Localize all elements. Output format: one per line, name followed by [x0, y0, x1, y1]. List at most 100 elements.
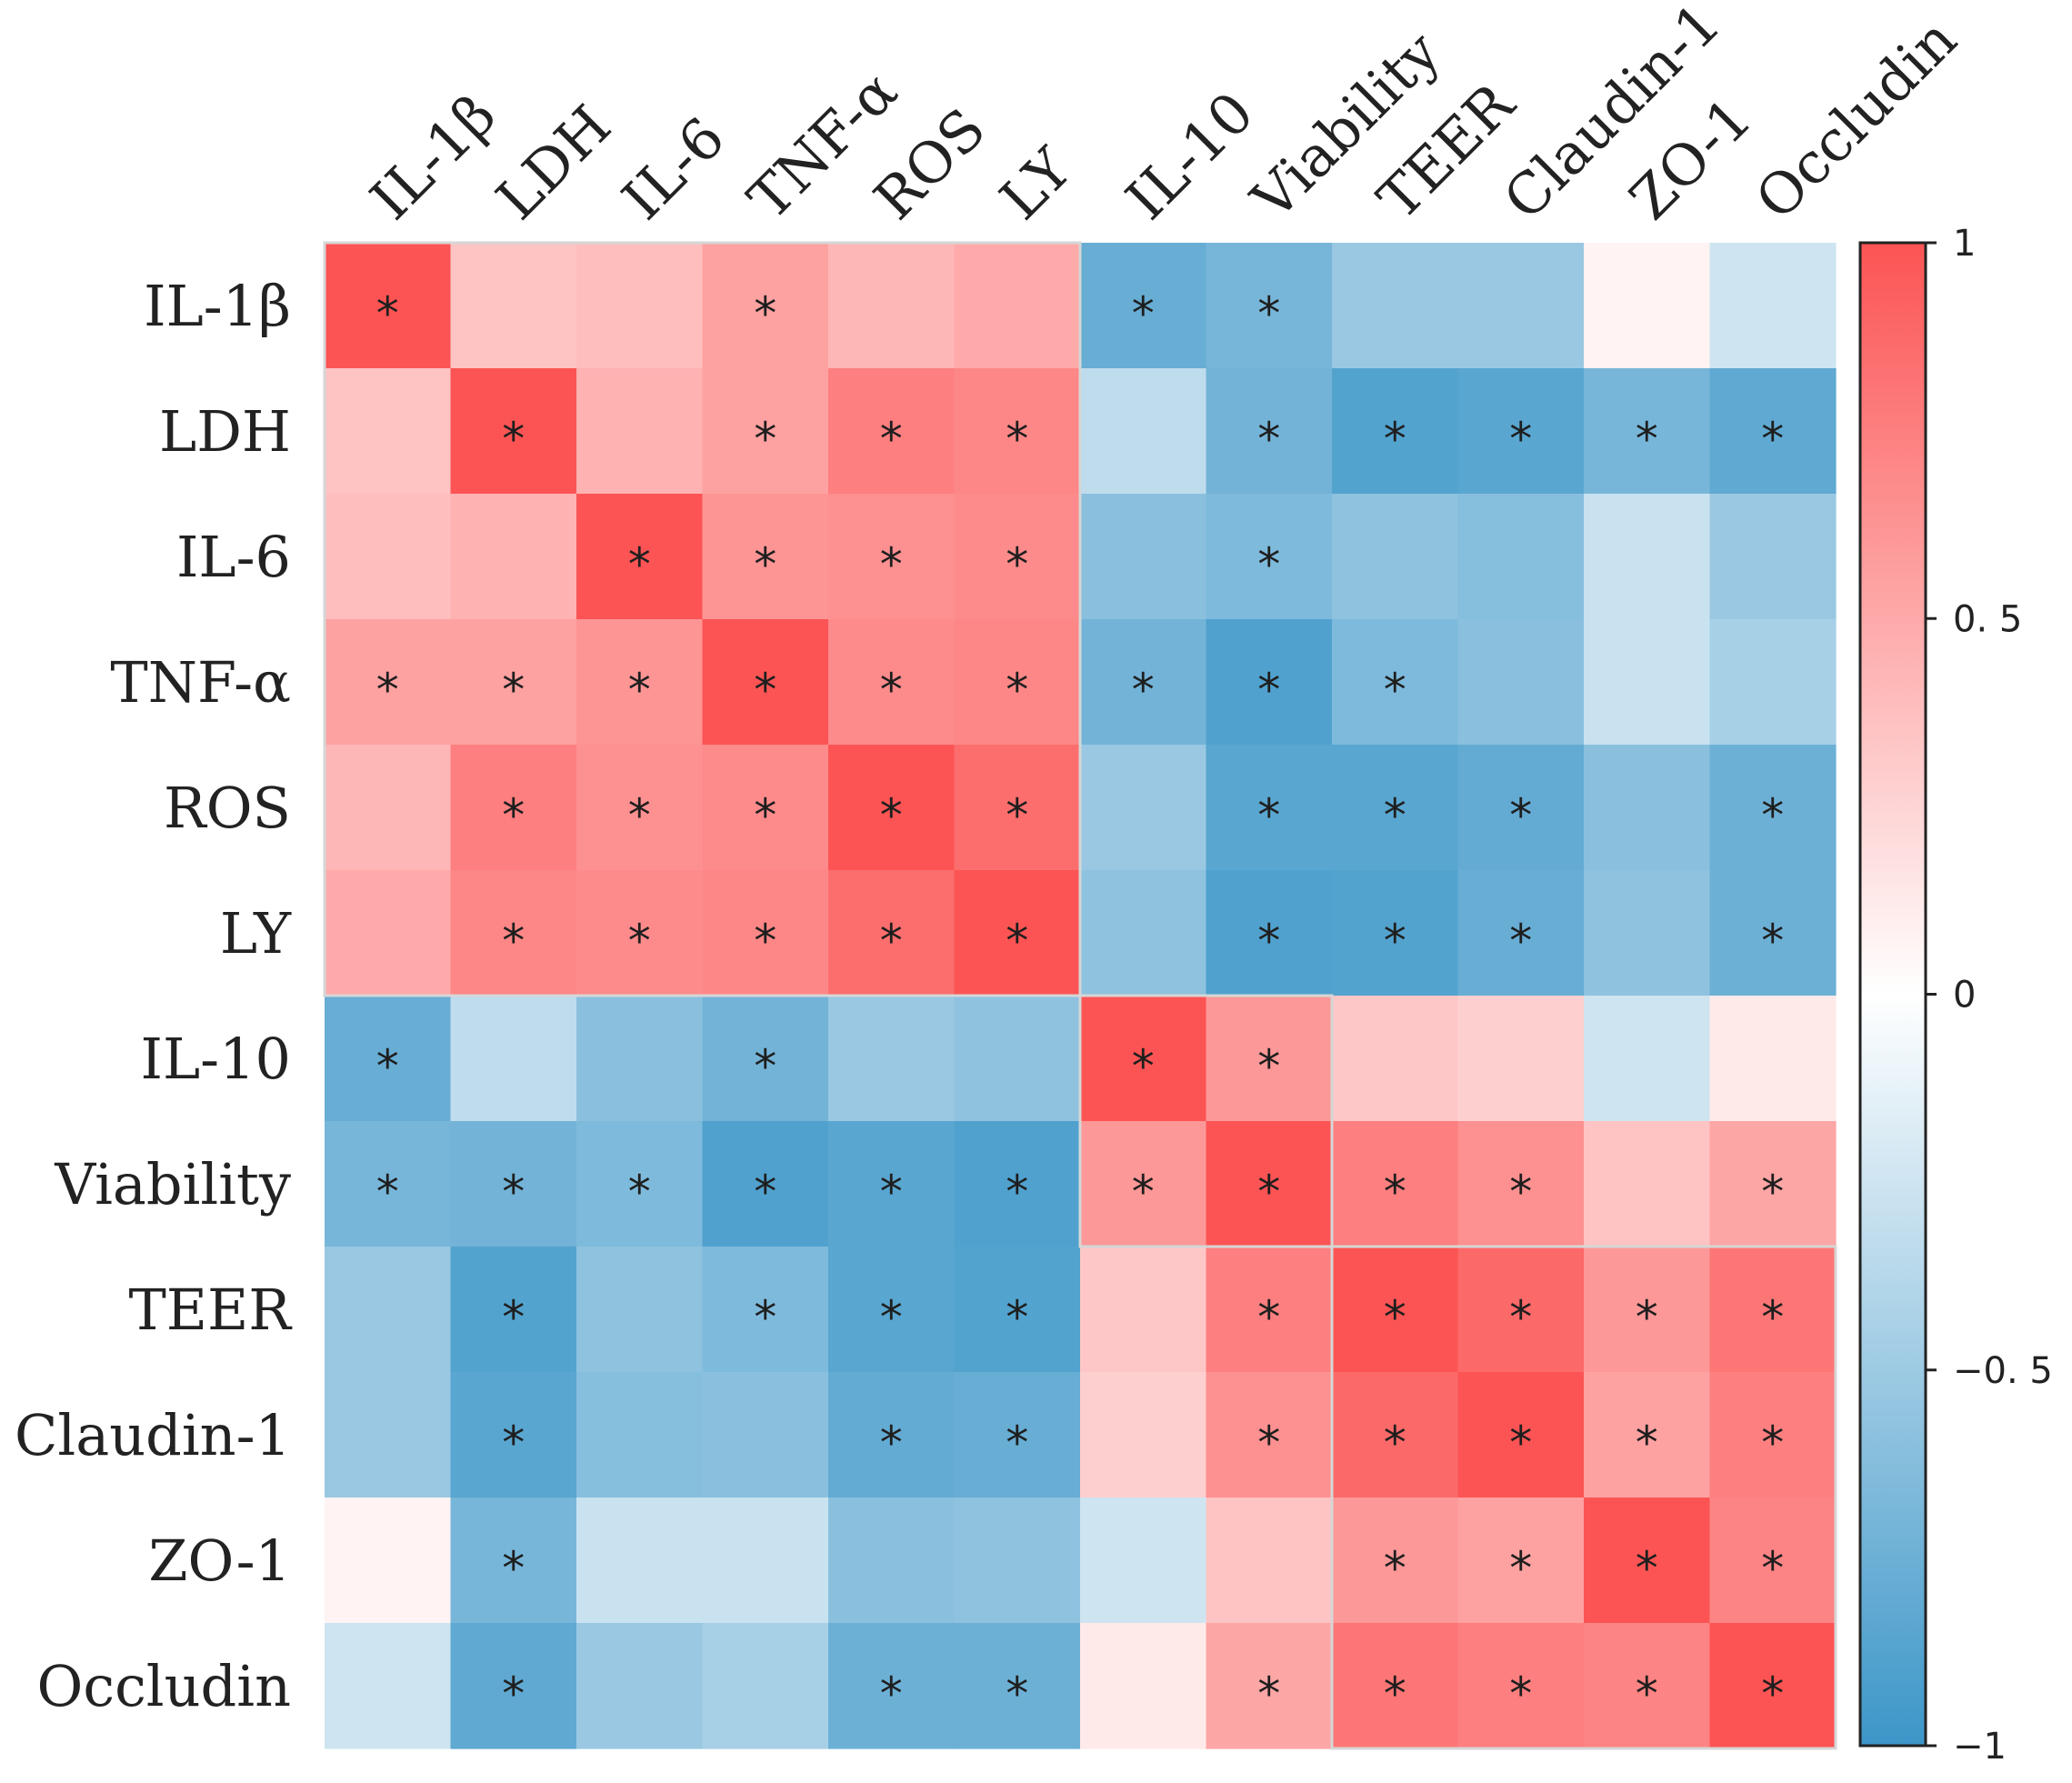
row-label-10: ZO-1 [148, 1528, 291, 1594]
significance-star-4-11: * [1761, 789, 1784, 842]
significance-star-7-9: * [1509, 1166, 1532, 1218]
significance-star-9-7: * [1257, 1417, 1280, 1469]
heatmap-cell-10-7 [1206, 1498, 1333, 1624]
heatmap-cell-2-6 [1080, 494, 1207, 620]
heatmap-cell-10-1 [450, 1498, 577, 1624]
significance-star-1-5: * [1006, 413, 1028, 466]
heatmap-cell-5-4 [828, 870, 956, 997]
significance-star-1-3: * [754, 413, 776, 466]
significance-star-5-8: * [1384, 915, 1406, 967]
heatmap-cell-3-6 [1080, 619, 1207, 746]
heatmap-cell-10-8 [1332, 1498, 1459, 1624]
heatmap-cell-1-8 [1332, 368, 1459, 495]
significance-star-7-8: * [1384, 1166, 1406, 1218]
heatmap-cell-0-6 [1080, 243, 1207, 369]
significance-star-7-0: * [376, 1166, 399, 1218]
heatmap-cell-5-1 [450, 870, 577, 997]
group-block-outline-0 [323, 241, 1082, 997]
heatmap-cell-2-10 [1584, 494, 1711, 620]
heatmap-cell-9-1 [450, 1372, 577, 1498]
significance-star-8-7: * [1257, 1291, 1280, 1344]
significance-star-7-5: * [1006, 1166, 1028, 1218]
heatmap-cell-4-11 [1709, 745, 1837, 871]
heatmap-cell-11-3 [702, 1623, 829, 1749]
significance-star-8-5: * [1006, 1291, 1028, 1344]
heatmap-cell-7-6 [1080, 1121, 1207, 1247]
significance-star-11-1: * [502, 1668, 525, 1720]
heatmap-cell-9-10 [1584, 1372, 1711, 1498]
heatmap-cell-10-0 [325, 1498, 452, 1624]
significance-star-2-7: * [1257, 538, 1280, 591]
heatmap-cell-4-9 [1457, 745, 1585, 871]
significance-star-7-6: * [1132, 1166, 1155, 1218]
heatmap-cell-8-8 [1332, 1247, 1459, 1373]
heatmap-cell-4-7 [1206, 745, 1333, 871]
significance-star-5-11: * [1761, 915, 1784, 967]
significance-star-11-10: * [1636, 1668, 1658, 1720]
heatmap-cell-2-7 [1206, 494, 1333, 620]
significance-star-0-0: * [376, 287, 399, 340]
heatmap-cell-1-6 [1080, 368, 1207, 495]
significance-star-11-7: * [1257, 1668, 1280, 1720]
row-label-1: LDH [159, 398, 291, 465]
heatmap-cell-3-1 [450, 619, 577, 746]
row-label-2: IL-6 [176, 524, 291, 590]
heatmap-cell-7-2 [576, 1121, 704, 1247]
significance-star-10-10: * [1636, 1542, 1658, 1595]
significance-star-9-9: * [1509, 1417, 1532, 1469]
heatmap-cell-11-7 [1206, 1623, 1333, 1749]
significance-star-11-9: * [1509, 1668, 1532, 1720]
heatmap-cell-3-8 [1332, 619, 1459, 746]
heatmap-cell-3-4 [828, 619, 956, 746]
significance-star-5-3: * [754, 915, 776, 967]
heatmap-cell-6-11 [1709, 996, 1837, 1122]
heatmap-cell-7-8 [1332, 1121, 1459, 1247]
heatmap-cell-1-11 [1709, 368, 1837, 495]
heatmap-cell-4-2 [576, 745, 704, 871]
heatmap-cell-6-9 [1457, 996, 1585, 1122]
heatmap-cell-11-4 [828, 1623, 956, 1749]
significance-star-3-8: * [1384, 664, 1406, 716]
heatmap-cell-10-3 [702, 1498, 829, 1624]
significance-star-6-0: * [376, 1040, 399, 1093]
heatmap-cell-8-5 [954, 1247, 1081, 1373]
significance-star-9-8: * [1384, 1417, 1406, 1469]
heatmap-cell-4-5 [954, 745, 1081, 871]
row-label-9: Claudin-1 [15, 1402, 291, 1468]
heatmap-cell-7-9 [1457, 1121, 1585, 1247]
heatmap-cell-5-6 [1080, 870, 1207, 997]
significance-star-7-3: * [754, 1166, 776, 1218]
significance-star-10-1: * [502, 1542, 525, 1595]
heatmap-cell-8-9 [1457, 1247, 1585, 1373]
heatmap-cell-3-2 [576, 619, 704, 746]
significance-star-8-1: * [502, 1291, 525, 1344]
heatmap-cell-9-5 [954, 1372, 1081, 1498]
heatmap-cell-2-2 [576, 494, 704, 620]
heatmap-cell-11-9 [1457, 1623, 1585, 1749]
heatmap-cell-2-9 [1457, 494, 1585, 620]
significance-star-4-7: * [1257, 789, 1280, 842]
significance-star-4-2: * [628, 789, 651, 842]
significance-star-3-6: * [1132, 664, 1155, 716]
heatmap-cell-1-0 [325, 368, 452, 495]
row-label-8: TEER [128, 1277, 293, 1343]
heatmap-cell-0-10 [1584, 243, 1711, 369]
heatmap-cell-4-1 [450, 745, 577, 871]
significance-star-7-1: * [502, 1166, 525, 1218]
significance-star-3-4: * [880, 664, 903, 716]
heatmap-cell-11-10 [1584, 1623, 1711, 1749]
colorbar-tick-label-3: −0. 5 [1953, 1350, 2053, 1392]
significance-star-4-8: * [1384, 789, 1406, 842]
col-label-1: LDH [484, 92, 624, 232]
heatmap-cell-6-1 [450, 996, 577, 1122]
heatmap-cell-6-4 [828, 996, 956, 1122]
significance-star-0-6: * [1132, 287, 1155, 340]
significance-star-7-11: * [1761, 1166, 1784, 1218]
heatmap-cell-7-10 [1584, 1121, 1711, 1247]
heatmap-cell-2-3 [702, 494, 829, 620]
significance-star-9-11: * [1761, 1417, 1784, 1469]
heatmap-cell-8-4 [828, 1247, 956, 1373]
heatmap-cell-7-11 [1709, 1121, 1837, 1247]
heatmap-cell-1-7 [1206, 368, 1333, 495]
